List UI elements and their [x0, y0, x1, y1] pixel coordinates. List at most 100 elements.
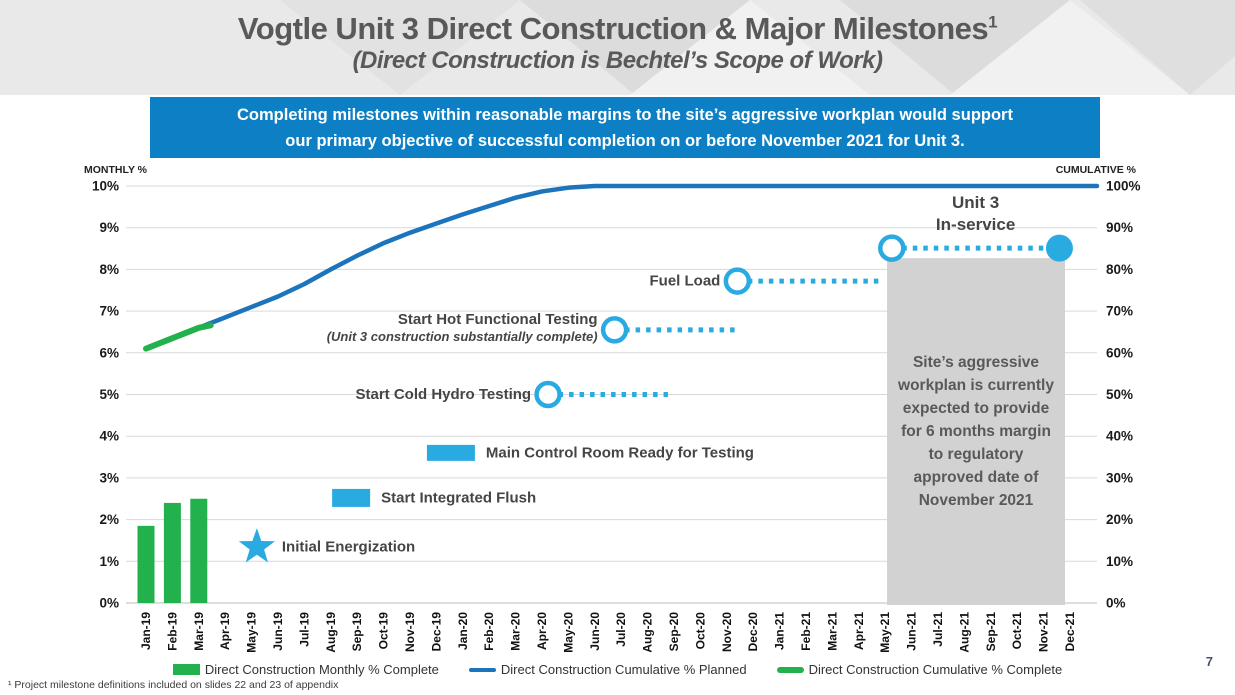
- planned-line: [143, 183, 1100, 351]
- x-axis-label: Apr-21: [852, 612, 866, 650]
- page-title-text: Vogtle Unit 3 Direct Construction & Majo…: [237, 11, 989, 46]
- right-axis-tick: 80%: [1106, 262, 1133, 277]
- left-axis-tick: 4%: [99, 429, 119, 444]
- x-axis-label: Mar-20: [509, 612, 523, 651]
- right-axis-tick: 40%: [1106, 429, 1133, 444]
- green-bar-swatch-icon: [172, 664, 200, 675]
- x-axis-label: Nov-21: [1037, 612, 1051, 652]
- left-axis-tick: 10%: [92, 179, 119, 194]
- x-axis-label: May-20: [561, 612, 575, 653]
- x-axis-label: Jan-20: [456, 612, 470, 650]
- x-axis-label: Aug-21: [957, 612, 971, 653]
- page-title: Vogtle Unit 3 Direct Construction & Majo…: [0, 0, 1235, 47]
- monthly-bar: [137, 525, 155, 603]
- x-axis-label: Apr-19: [218, 612, 232, 650]
- milestone-label: Main Control Room Ready for Testing: [486, 444, 754, 461]
- legend-label: Direct Construction Monthly % Complete: [204, 662, 439, 677]
- legend-item-planned: Direct Construction Cumulative % Planned: [468, 662, 747, 677]
- x-axis-label: Sep-21: [984, 612, 998, 652]
- right-axis-tick: 10%: [1106, 554, 1133, 569]
- complete-line: [143, 322, 214, 352]
- milestone-circle-icon: [600, 316, 629, 344]
- banner-line-1: Completing milestones within reasonable …: [237, 106, 1013, 124]
- milestone-filled-circle-icon: [1045, 234, 1073, 262]
- title-footnote-marker: 1: [988, 12, 998, 32]
- footnote: ¹ Project milestone definitions included…: [8, 679, 339, 691]
- milestone-label: Start Cold Hydro Testing: [356, 386, 532, 403]
- milestone-label: Start Hot Functional Testing: [398, 311, 598, 328]
- milestone-bar-icon: [426, 444, 475, 461]
- x-axis-label: Jul-21: [931, 612, 945, 647]
- right-axis-title: CUMULATIVE %: [1055, 164, 1136, 176]
- left-axis-tick: 2%: [99, 512, 119, 527]
- legend-item-monthly: Direct Construction Monthly % Complete: [172, 662, 439, 677]
- legend-item-complete: Direct Construction Cumulative % Complet…: [776, 662, 1063, 677]
- chart-legend: Direct Construction Monthly % Complete D…: [0, 662, 1235, 677]
- x-axis-label: Aug-20: [641, 612, 655, 653]
- x-axis-label: Feb-19: [165, 612, 179, 651]
- x-axis-label: Dec-20: [746, 612, 760, 652]
- left-axis-tick: 7%: [99, 304, 119, 319]
- milestone-label: Fuel Load: [650, 273, 721, 290]
- right-axis-tick: 60%: [1106, 345, 1133, 360]
- x-axis-label: Jan-19: [139, 612, 153, 650]
- milestone-sublabel: (Unit 3 construction substantially compl…: [327, 329, 598, 344]
- left-axis-tick: 5%: [99, 387, 119, 402]
- milestone-bar-icon: [332, 488, 371, 507]
- x-axis-label: Oct-19: [377, 612, 391, 650]
- x-axis-label: Jan-21: [773, 612, 787, 650]
- x-axis-label: Sep-20: [667, 612, 681, 652]
- x-axis-label: Feb-20: [482, 612, 496, 651]
- monthly-bar: [190, 498, 208, 603]
- milestone-label: In-service: [936, 215, 1015, 234]
- blue-line-swatch-icon: [468, 667, 496, 672]
- left-axis-tick: 6%: [99, 345, 119, 360]
- milestone-label: Initial Energization: [282, 539, 415, 556]
- x-axis-label: Mar-21: [825, 612, 839, 651]
- x-axis-label: Aug-19: [324, 612, 338, 653]
- milestone-label: Unit 3: [952, 193, 999, 212]
- x-axis-label: Nov-19: [403, 612, 417, 652]
- x-axis-label: Feb-21: [799, 612, 813, 651]
- right-axis-tick: 70%: [1106, 304, 1133, 319]
- x-axis-label: Sep-19: [350, 612, 364, 652]
- x-axis-label: Jun-20: [588, 612, 602, 651]
- x-axis-label: Dec-21: [1063, 612, 1077, 652]
- left-axis-tick: 8%: [99, 262, 119, 277]
- slide-header: Vogtle Unit 3 Direct Construction & Majo…: [0, 0, 1235, 95]
- x-axis-label: May-19: [245, 612, 259, 653]
- x-axis-label: Oct-21: [1010, 612, 1024, 650]
- x-axis-label: May-21: [878, 612, 892, 653]
- left-axis-tick: 3%: [99, 470, 119, 485]
- x-axis-label: Jul-19: [297, 612, 311, 647]
- legend-label: Direct Construction Cumulative % Planned: [500, 662, 747, 677]
- x-axis-label: Jun-21: [905, 612, 919, 651]
- workplan-margin-callout: Site’s aggressive workplan is currently …: [898, 354, 1054, 509]
- left-axis-tick: 0%: [99, 596, 119, 611]
- left-axis-title: MONTHLY %: [84, 164, 148, 176]
- page-number: 7: [1205, 654, 1213, 669]
- right-axis-tick: 0%: [1106, 596, 1126, 611]
- right-axis-tick: 90%: [1106, 220, 1133, 235]
- right-axis-tick: 30%: [1106, 470, 1133, 485]
- x-axis-label: Nov-20: [720, 612, 734, 652]
- milestone-star-icon: [238, 528, 275, 563]
- milestone-circle-icon: [723, 267, 752, 295]
- key-message-banner: Completing milestones within reasonable …: [150, 97, 1100, 158]
- right-axis-tick: 50%: [1106, 387, 1133, 402]
- right-axis-tick: 20%: [1106, 512, 1133, 527]
- x-axis-label: Mar-19: [192, 612, 206, 651]
- x-axis-label: Jun-19: [271, 612, 285, 651]
- monthly-bar: [163, 502, 181, 603]
- green-line-swatch-icon: [776, 666, 804, 673]
- x-axis-label: Apr-20: [535, 612, 549, 650]
- banner-line-2: our primary objective of successful comp…: [285, 132, 965, 150]
- legend-label: Direct Construction Cumulative % Complet…: [808, 662, 1063, 677]
- right-axis-tick: 100%: [1106, 179, 1141, 194]
- milestone-circle-icon: [878, 234, 906, 262]
- milestone-circle-icon: [534, 380, 562, 409]
- page-subtitle: (Direct Construction is Bechtel’s Scope …: [352, 47, 883, 74]
- x-axis-label: Jul-20: [614, 612, 628, 647]
